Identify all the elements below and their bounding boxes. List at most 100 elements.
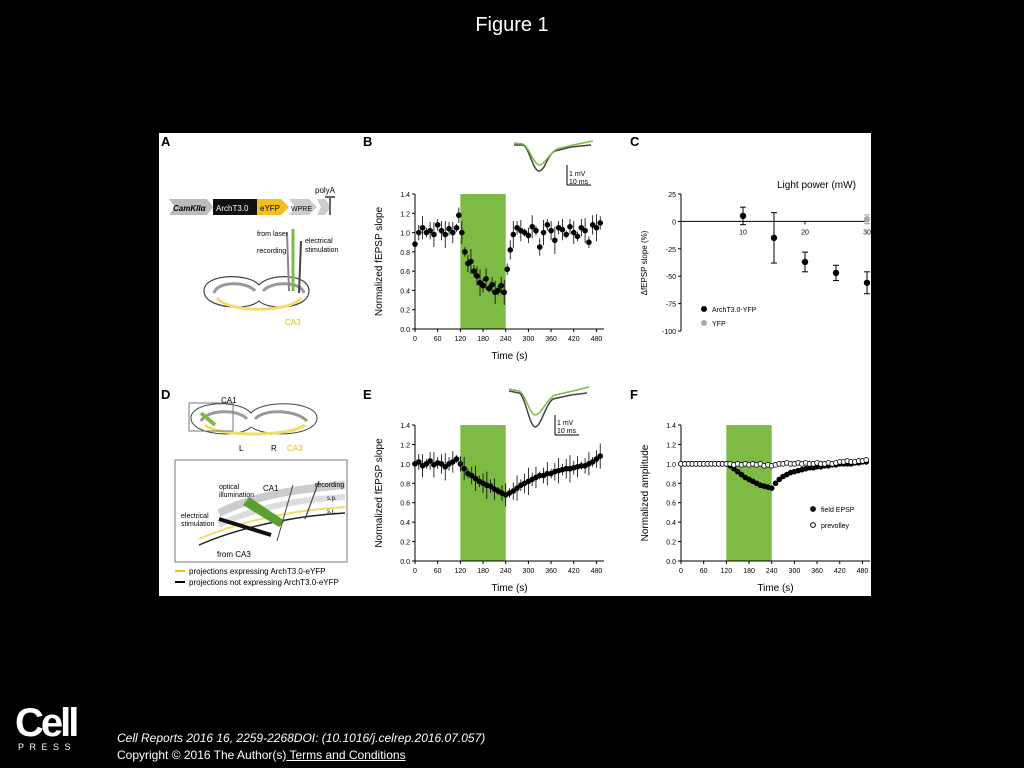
eyfp-block — [257, 199, 289, 215]
x-tick-label: 120 — [721, 568, 733, 575]
data-point — [863, 457, 870, 463]
data-point — [514, 224, 520, 231]
logo-press: PRESS — [18, 742, 76, 752]
label-electrical-d: electrical — [181, 513, 209, 520]
data-point — [597, 453, 604, 459]
data-point — [529, 223, 535, 230]
trace-control-b — [514, 144, 592, 172]
data-point — [438, 461, 445, 467]
yellow-projection — [198, 506, 346, 540]
x-tick-label: 0 — [679, 568, 683, 575]
y-tick-label: 1.4 — [400, 192, 410, 199]
y-tick-label: 0.0 — [400, 327, 410, 334]
y-axis-label: Normalized fEPSP slope — [374, 206, 385, 316]
label-ca3-d: CA3 — [287, 444, 303, 453]
data-point — [456, 212, 462, 219]
label-l: L — [239, 444, 244, 453]
data-point — [415, 229, 422, 236]
x-tick-label: 360 — [811, 568, 823, 575]
x-tick-label: 240 — [500, 336, 512, 343]
construct-polya: polyA — [315, 186, 336, 195]
label-stimulation: stimulation — [305, 247, 339, 254]
data-point — [442, 463, 449, 470]
scale-ms-b: 10 ms — [569, 179, 589, 186]
construct-eyfp: eYFP — [260, 204, 280, 213]
data-point — [544, 222, 551, 228]
data-point — [559, 226, 566, 233]
x-tick-label: 480 — [591, 568, 603, 575]
data-point — [486, 285, 492, 292]
data-point — [504, 266, 511, 273]
data-point — [480, 282, 486, 289]
y-tick-label: 0.8 — [400, 481, 410, 488]
x-axis-label: Time (s) — [491, 583, 527, 594]
data-point — [438, 227, 445, 234]
recording-electrode — [286, 232, 290, 292]
y-tick-label: 1.0 — [666, 462, 676, 469]
data-point — [540, 229, 547, 236]
x-tick-label: 60 — [700, 568, 708, 575]
data-point — [582, 227, 588, 234]
data-point — [472, 475, 479, 482]
data-point — [415, 459, 422, 465]
x-axis-label: Time (s) — [491, 351, 527, 362]
cell-press-logo: Cell PRESS — [15, 701, 80, 752]
x-axis-label: Time (s) — [757, 583, 793, 594]
legend-marker — [701, 306, 707, 312]
slide-title: Figure 1 — [475, 14, 549, 36]
data-point — [521, 229, 528, 236]
chart-panel-f: F 0.0 0.2 0.4 0.6 0.8 1.0 1.2 1.4 0 60 120 180 240 300… — [630, 387, 870, 594]
x-tick-label: 20 — [801, 229, 809, 236]
zoom-box — [188, 402, 234, 432]
y-tick-label: -25 — [666, 247, 676, 254]
label-recording-d: recording — [315, 482, 344, 489]
label-from-laser: from laser — [257, 231, 289, 238]
logo-cell: Cell — [15, 701, 77, 745]
data-point — [507, 247, 514, 253]
construct-promoter: CamKIIα — [173, 204, 207, 213]
data-point — [597, 220, 604, 226]
ca3-projection-d — [204, 423, 306, 436]
data-point — [739, 212, 747, 220]
y-tick-label: 25 — [668, 192, 676, 199]
wpre-block — [289, 199, 317, 215]
data-point — [548, 227, 554, 234]
x-tick-label: 360 — [545, 568, 557, 575]
data-point — [487, 483, 494, 490]
legend-marker — [810, 522, 816, 528]
polya-arrow — [317, 199, 331, 215]
data-point — [589, 459, 596, 465]
data-point — [563, 231, 570, 238]
data-point — [449, 229, 456, 236]
data-point — [453, 224, 460, 231]
data-point — [574, 233, 581, 240]
recording-electrode-d — [304, 480, 320, 520]
terms-and-conditions-link[interactable]: Terms and Conditions — [286, 748, 406, 762]
data-point — [510, 488, 517, 494]
panel-letter-a: A — [161, 134, 171, 149]
data-point — [772, 480, 779, 487]
scale-mv-e: 1 mV — [557, 420, 574, 427]
x-tick-label: 240 — [500, 568, 512, 575]
label-ca1-d: CA1 — [221, 396, 237, 405]
construct-wpre: WPRE — [291, 206, 312, 213]
copyright-text: Copyright © 2016 The Author(s) — [117, 748, 287, 762]
data-point — [457, 461, 464, 467]
x-tick-label: 300 — [789, 568, 801, 575]
x-tick-label: 60 — [434, 568, 442, 575]
label-electrical: electrical — [305, 238, 333, 245]
inset-trace-e: 1 mV 10 ms — [508, 386, 590, 436]
data-point — [431, 231, 437, 238]
data-point — [514, 485, 520, 491]
scale-mv-b: 1 mV — [569, 171, 586, 178]
data-point — [552, 237, 558, 244]
panel-letter-d: D — [161, 387, 170, 402]
x-tick-label: 60 — [434, 336, 442, 343]
data-point — [449, 459, 456, 465]
chart-layer: B0.00.20.40.60.81.01.21.40 60 120 180 240 300… — [363, 134, 871, 594]
y-tick-label: 1.2 — [400, 211, 410, 218]
y-axis-label: Normalized amplitude — [640, 444, 651, 541]
x-tick-label: 0 — [413, 568, 417, 575]
y-tick-label: 1.0 — [400, 231, 410, 238]
data-point — [586, 239, 592, 246]
